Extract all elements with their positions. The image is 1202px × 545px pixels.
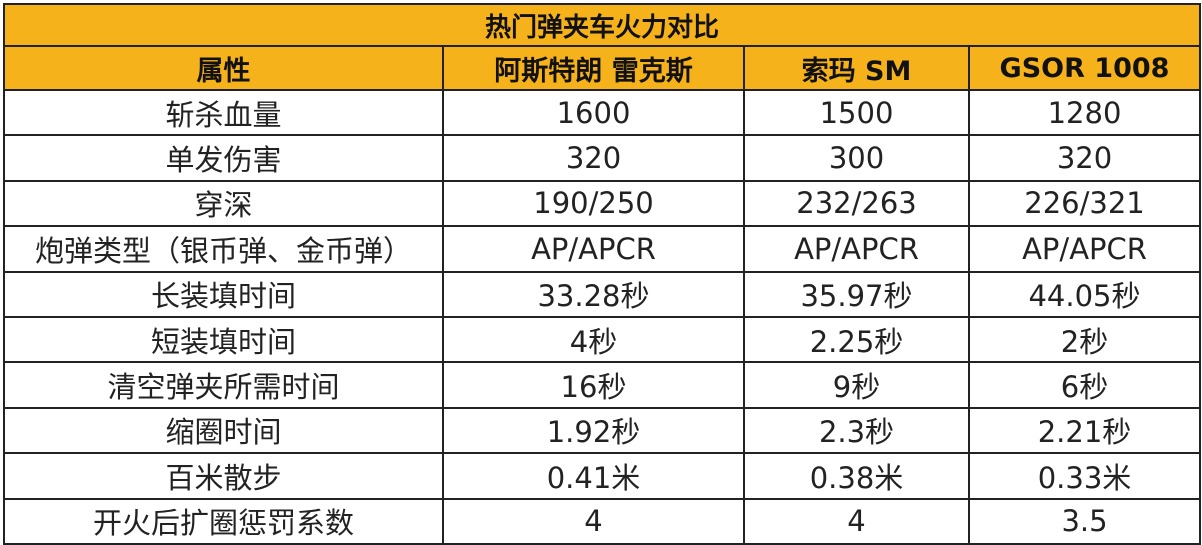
table-row: 长装填时间 33.28秒 35.97秒 44.05秒 [3,270,1202,318]
comparison-table: 热门弹夹车火力对比 属性 阿斯特朗 雷克斯 索玛 SM GSOR 1008 斩杀… [2,3,1202,545]
tank-1-value-cell: 16秒 [442,361,745,409]
tank-1-value-cell: 1600 [442,88,745,137]
tank-3-value-cell: 226/321 [967,179,1202,228]
tank-2-value-cell: 2.3秒 [743,406,970,455]
tank-2-value-cell: 35.97秒 [743,270,970,318]
header-tank-3: GSOR 1008 [967,45,1202,91]
table-row: 炮弹类型（银币弹、金币弹） AP/APCR AP/APCR AP/APCR [3,225,1202,273]
attribute-cell: 炮弹类型（银币弹、金币弹） [3,225,444,273]
tank-1-value-cell: 4 [442,497,745,545]
tank-2-value-cell: 9秒 [743,361,970,409]
attribute-cell: 短装填时间 [3,315,444,364]
table-row: 单发伤害 320 300 320 [3,134,1202,182]
attribute-cell: 穿深 [3,179,444,228]
table-row: 清空弹夹所需时间 16秒 9秒 6秒 [3,361,1202,409]
header-attribute: 属性 [3,45,444,91]
tank-1-value-cell: 190/250 [442,179,745,228]
tank-3-value-cell: 2秒 [967,315,1202,364]
tank-3-value-cell: 3.5 [967,497,1202,545]
attribute-cell: 清空弹夹所需时间 [3,361,444,409]
tank-2-value-cell: 4 [743,497,970,545]
tank-1-value-cell: AP/APCR [442,225,745,273]
attribute-cell: 斩杀血量 [3,88,444,137]
table-title: 热门弹夹车火力对比 [2,3,1202,47]
tank-1-value-cell: 0.41米 [442,452,745,500]
header-tank-2: 索玛 SM [743,45,970,91]
tank-3-value-cell: 6秒 [967,361,1202,409]
tank-2-value-cell: 232/263 [743,179,970,228]
header-tank-1: 阿斯特朗 雷克斯 [442,45,745,91]
tank-1-value-cell: 1.92秒 [442,406,745,455]
table-row: 缩圈时间 1.92秒 2.3秒 2.21秒 [3,406,1202,455]
table-row: 穿深 190/250 232/263 226/321 [3,179,1202,228]
attribute-cell: 单发伤害 [3,134,444,182]
tank-3-value-cell: 2.21秒 [967,406,1202,455]
tank-3-value-cell: 320 [967,134,1202,182]
tank-1-value-cell: 4秒 [442,315,745,364]
tank-1-value-cell: 33.28秒 [442,270,745,318]
table-row: 短装填时间 4秒 2.25秒 2秒 [3,315,1202,364]
tank-1-value-cell: 320 [442,134,745,182]
tank-2-value-cell: AP/APCR [743,225,970,273]
attribute-cell: 开火后扩圈惩罚系数 [3,497,444,545]
tank-3-value-cell: 44.05秒 [967,270,1202,318]
attribute-cell: 缩圈时间 [3,406,444,455]
tank-2-value-cell: 300 [743,134,970,182]
table-body: 斩杀血量 1600 1500 1280 单发伤害 320 300 320 穿深 190/250 23… [3,88,1202,545]
tank-3-value-cell: AP/APCR [967,225,1202,273]
attribute-cell: 长装填时间 [3,270,444,318]
tank-2-value-cell: 0.38米 [743,452,970,500]
attribute-cell: 百米散步 [3,452,444,500]
table-row: 斩杀血量 1600 1500 1280 [3,88,1202,137]
comparison-table-frame: 热门弹夹车火力对比 属性 阿斯特朗 雷克斯 索玛 SM GSOR 1008 斩杀… [2,3,1202,545]
tank-2-value-cell: 1500 [743,88,970,137]
tank-2-value-cell: 2.25秒 [743,315,970,364]
table-row: 开火后扩圈惩罚系数 4 4 3.5 [3,497,1202,545]
tank-3-value-cell: 0.33米 [967,452,1202,500]
table-header-row: 属性 阿斯特朗 雷克斯 索玛 SM GSOR 1008 [3,45,1202,91]
table-title-row: 热门弹夹车火力对比 [2,3,1202,47]
tank-3-value-cell: 1280 [967,88,1202,137]
table-row: 百米散步 0.41米 0.38米 0.33米 [3,452,1202,500]
